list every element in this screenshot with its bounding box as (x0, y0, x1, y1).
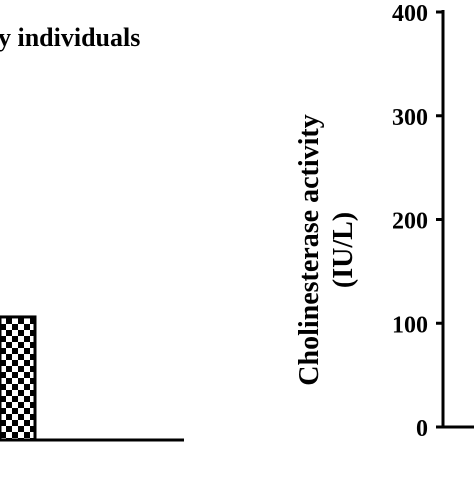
y-tick-label-0: 0 (416, 416, 428, 442)
left-bars-group (0, 315, 37, 442)
y-tick-label-3: 300 (392, 105, 428, 131)
y-axis-label-group: Cholinesterase activity (IU/L) (294, 114, 359, 385)
y-axis-label-line1: Cholinesterase activity (294, 114, 325, 385)
right-y-ticks-group: 0 100 200 300 400 (392, 1, 443, 442)
y-tick-label-4: 400 (392, 1, 428, 27)
left-chart-panel: y individuals (0, 23, 184, 442)
right-chart-panel: Cholinesterase activity (IU/L) 0 100 200 30… (294, 1, 474, 442)
y-axis-label-line2: (IU/L) (328, 212, 359, 288)
y-tick-label-1: 100 (392, 312, 428, 338)
y-tick-label-2: 200 (392, 209, 428, 235)
left-chart-title: y individuals (0, 23, 140, 52)
bar-0 (0, 315, 37, 442)
